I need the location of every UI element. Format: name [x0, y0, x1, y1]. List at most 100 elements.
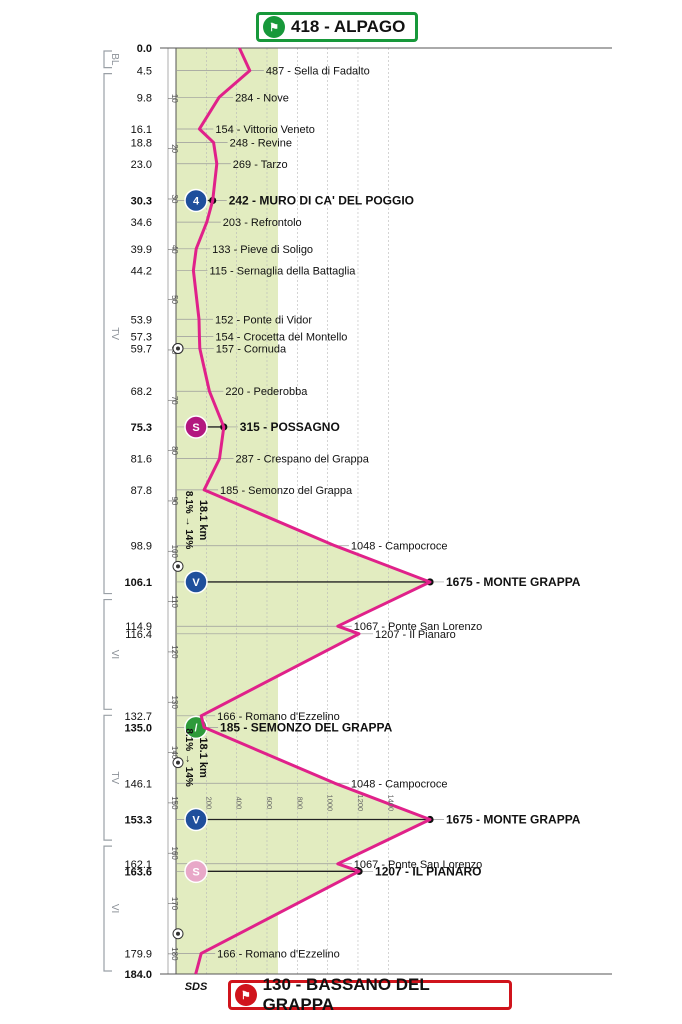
km-tick-label: 110 [170, 595, 179, 608]
waypoint-name: 287 - Crespano del Grappa [236, 454, 370, 466]
climb-gradient-label: 8.1% → 14% [183, 728, 194, 786]
climb-gradient-label: 8.1% → 14% [183, 491, 194, 549]
km-label: 179.9 [124, 948, 152, 960]
waypoint-name: 115 - Sernaglia della Battaglia [209, 265, 356, 277]
province-bracket [103, 50, 112, 69]
km-tick-label: 20 [170, 144, 179, 153]
waypoint-name: 242 - MURO DI CA' DEL POGGIO [229, 193, 414, 207]
badge-letter: S [192, 866, 199, 878]
elevation-tick-label: 600 [265, 797, 274, 810]
km-label: 53.9 [131, 314, 152, 326]
waypoint-name: 1048 - Campocroce [351, 778, 448, 790]
waypoint-name: 315 - POSSAGNO [240, 420, 340, 434]
finish-flag-icon: ⚑ [235, 984, 257, 1006]
province-bracket [103, 845, 112, 972]
km-label: 106.1 [124, 577, 152, 589]
km-tick-label: 90 [170, 496, 179, 505]
waypoint-badge-icon [184, 415, 208, 439]
waypoint-name: 1067 - Ponte San Lorenzo [354, 621, 482, 633]
km-tick-label: 40 [170, 245, 179, 254]
km-label: 116.4 [125, 629, 152, 641]
elevation-tick-label: 400 [235, 797, 244, 810]
km-label: 114.9 [125, 621, 152, 633]
km-label: 68.2 [131, 386, 152, 398]
km-tick-label: 150 [170, 796, 179, 810]
km-tick-label: 130 [170, 696, 179, 710]
km-label: 81.6 [131, 454, 152, 466]
km-label: 16.1 [131, 124, 152, 136]
badge-letter: / [194, 722, 197, 734]
km-label: 132.7 [124, 711, 152, 723]
province-label: BL [109, 53, 120, 66]
waypoint-name: 269 - Tarzo [233, 159, 288, 171]
waypoint-name: 152 - Ponte di Vidor [215, 314, 312, 326]
km-label: 87.8 [131, 485, 152, 497]
km-label: 30.3 [131, 195, 152, 207]
waypoint-name: 1675 - MONTE GRAPPA [446, 575, 581, 589]
km-label: 184.0 [124, 969, 152, 981]
feed-zone-icon-dot [176, 931, 180, 936]
km-tick-label: 10 [170, 94, 179, 103]
km-label: 23.0 [131, 159, 152, 171]
province-label: TV [109, 327, 120, 340]
badge-letter: S [192, 422, 199, 434]
km-label: 163.6 [124, 866, 152, 878]
km-label: 162.1 [124, 859, 152, 871]
waypoint-name: 487 - Sella di Fadalto [266, 66, 370, 78]
waypoint-name: 133 - Pieve di Soligo [212, 244, 313, 256]
km-tick-label: 70 [170, 396, 179, 405]
start-label-box: ⚑ 418 - ALPAGO [256, 12, 418, 42]
km-label: 0.0 [137, 43, 152, 55]
waypoint-name: 154 - Crocetta del Montello [215, 331, 347, 343]
km-tick-label: 30 [170, 195, 179, 204]
start-flag-icon: ⚑ [263, 16, 285, 38]
waypoint-name: 185 - Semonzo del Grappa [220, 485, 353, 497]
waypoint-badge-icon [184, 859, 208, 884]
waypoint-name: 1207 - IL PIANARO [375, 864, 481, 878]
km-tick-label: 120 [170, 645, 179, 659]
climb-length-label: 18.1 km [197, 737, 209, 778]
province-label: VI [109, 904, 120, 913]
badge-letter: 4 [193, 195, 200, 207]
start-label: 418 - ALPAGO [291, 17, 406, 36]
waypoint-name: 154 - Vittorio Veneto [215, 124, 314, 136]
km-label: 34.6 [131, 217, 152, 229]
finish-label: 130 - BASSANO DEL GRAPPA [262, 975, 430, 1014]
km-label: 57.3 [131, 331, 152, 343]
feed-zone-icon-dot [176, 346, 180, 351]
waypoint-name: 248 - Revine [230, 138, 292, 150]
km-label: 59.7 [131, 343, 152, 355]
elevation-tick-label: 800 [295, 797, 304, 810]
province-bracket [103, 598, 112, 710]
waypoint-name: 1675 - MONTE GRAPPA [446, 812, 581, 826]
waypoint-name: 166 - Romano d'Ezzelino [217, 948, 340, 960]
waypoint-badge-icon [184, 570, 208, 594]
badge-letter: V [192, 814, 200, 826]
finish-label-box: ⚑ 130 - BASSANO DEL GRAPPA [228, 975, 512, 1014]
km-label: 4.5 [137, 66, 152, 78]
km-label: 98.9 [131, 541, 152, 553]
feed-zone-icon-dot [176, 760, 180, 765]
km-tick-label: 140 [170, 746, 179, 760]
elevation-tick-label: 200 [204, 797, 213, 810]
km-tick-label: 100 [170, 545, 179, 559]
footer-sds-label: SDS [185, 981, 208, 993]
badge-letter: V [192, 577, 200, 589]
km-tick-label: 50 [170, 295, 179, 304]
km-label: 44.2 [131, 265, 152, 277]
profile-line [191, 47, 432, 975]
waypoint-name: 220 - Pederobba [225, 386, 308, 398]
km-tick-label: 180 [170, 947, 179, 961]
province-bracket [103, 714, 112, 841]
waypoint-name: 284 - Nove [235, 92, 289, 104]
km-tick-label: 80 [170, 446, 179, 455]
km-label: 146.1 [124, 778, 152, 790]
feed-zone-icon-dot [176, 564, 180, 569]
km-label: 75.3 [131, 422, 152, 434]
km-label: 153.3 [124, 814, 152, 826]
waypoint-name: 166 - Romano d'Ezzelino [217, 711, 340, 723]
km-label: 135.0 [124, 722, 152, 734]
waypoint-name: 157 - Cornuda [216, 343, 287, 355]
